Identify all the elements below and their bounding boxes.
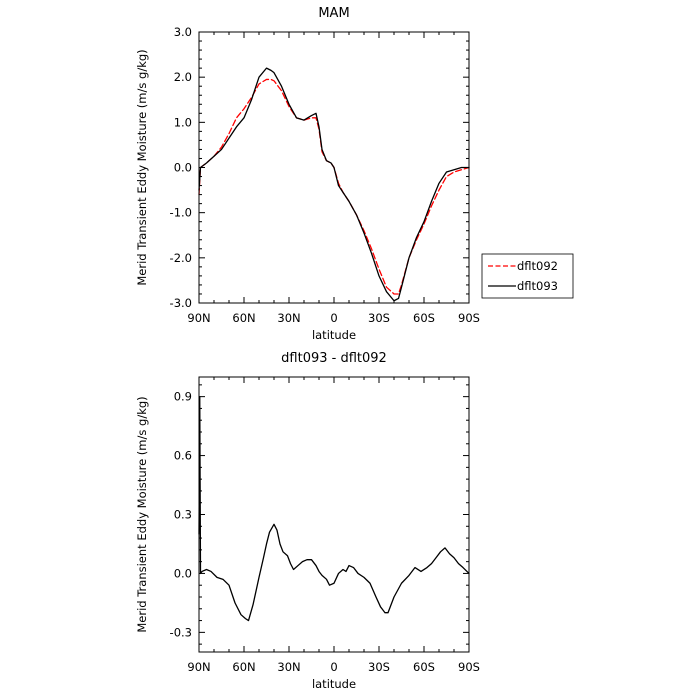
- x-tick-label: 60N: [232, 660, 255, 674]
- x-tick-label: 0: [330, 311, 337, 325]
- y-tick-label: 0.6: [174, 449, 192, 463]
- x-tick-label: 0: [330, 660, 337, 674]
- y-tick-label: 0.0: [174, 566, 192, 580]
- y-tick-label: 0.3: [174, 508, 192, 522]
- y-axis-label: Merid Transient Eddy Moisture (m/s g/kg): [135, 396, 149, 632]
- series-line-dflt093: [198, 67, 470, 302]
- series-line-dflt092: [198, 78, 470, 295]
- y-tick-label: 0.0: [174, 161, 192, 175]
- x-axis-label: latitude: [312, 328, 356, 342]
- y-tick-label: -0.3: [170, 625, 192, 639]
- y-tick-label: -2.0: [170, 251, 192, 265]
- x-tick-label: 60N: [232, 311, 255, 325]
- y-tick-label: -3.0: [170, 296, 192, 310]
- series-line-chart1-0: [198, 395, 470, 622]
- y-axis-label: Merid Transient Eddy Moisture (m/s g/kg): [135, 49, 149, 285]
- legend-box: [481, 253, 574, 299]
- x-tick-label: 30S: [368, 660, 390, 674]
- y-tick-label: -1.0: [170, 206, 192, 220]
- x-tick-label: 30N: [277, 311, 300, 325]
- x-tick-label: 90S: [458, 311, 480, 325]
- y-tick-label: 0.9: [174, 390, 192, 404]
- x-tick-label: 60S: [413, 660, 435, 674]
- chart-title: MAM: [318, 6, 349, 21]
- x-tick-label: 30S: [368, 311, 390, 325]
- legend-label-dflt093: dflt093: [517, 279, 558, 293]
- y-tick-label: 2.0: [174, 70, 192, 84]
- x-tick-label: 90S: [458, 660, 480, 674]
- x-axis-label: latitude: [312, 677, 356, 691]
- y-tick-label: 1.0: [174, 115, 192, 129]
- x-tick-label: 60S: [413, 311, 435, 325]
- legend-label-dflt092: dflt092: [517, 259, 558, 273]
- chart-title: dflt093 - dflt092: [281, 351, 387, 366]
- x-tick-label: 90N: [187, 660, 210, 674]
- x-tick-label: 90N: [187, 311, 210, 325]
- y-tick-label: 3.0: [174, 25, 192, 39]
- x-tick-label: 30N: [277, 660, 300, 674]
